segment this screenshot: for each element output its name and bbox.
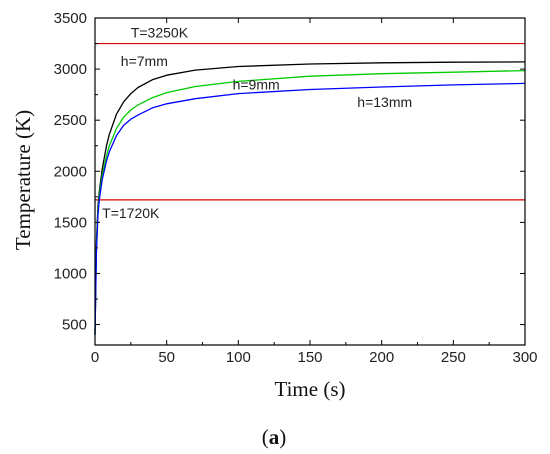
- caption-open-paren: (: [262, 425, 269, 449]
- y-axis-title: Temperature (K): [11, 110, 35, 250]
- y-tick-label-2: 1500: [54, 214, 87, 231]
- x-tick-label-6: 300: [512, 349, 537, 366]
- y-tick-label-3: 2000: [54, 163, 87, 180]
- x-tick-label-2: 100: [226, 349, 251, 366]
- series-line-h7mm: [94, 61, 526, 335]
- x-tick-label-3: 150: [297, 349, 322, 366]
- y-tick-label-6: 3500: [54, 10, 87, 27]
- caption-letter: a: [269, 425, 280, 449]
- series-line-h13mm: [94, 82, 526, 335]
- series-label-2: h=13mm: [357, 94, 412, 110]
- x-tick-label-5: 250: [441, 349, 466, 366]
- y-tick-label-1: 1000: [54, 265, 87, 282]
- y-tick-label-5: 3000: [54, 61, 87, 78]
- x-tick-label-4: 200: [369, 349, 394, 366]
- series-label-1: h=9mm: [233, 77, 280, 93]
- caption-close-paren: ): [279, 425, 286, 449]
- series-line-h9mm: [94, 69, 526, 335]
- y-tick-label-4: 2500: [54, 112, 87, 129]
- series-label-0: h=7mm: [121, 53, 168, 69]
- figure-caption: (a): [262, 425, 287, 449]
- x-axis-title: Time (s): [275, 377, 346, 401]
- reference-label-0: T=3250K: [131, 25, 189, 41]
- plot-area: 0 50 100 150 200 250 300 500 1000 1500 2000 2500 300…: [54, 10, 538, 366]
- y-tick-label-0: 500: [62, 317, 87, 334]
- x-tick-label-1: 50: [158, 349, 175, 366]
- reference-label-1: T=1720K: [102, 205, 160, 221]
- x-tick-label-0: 0: [91, 349, 99, 366]
